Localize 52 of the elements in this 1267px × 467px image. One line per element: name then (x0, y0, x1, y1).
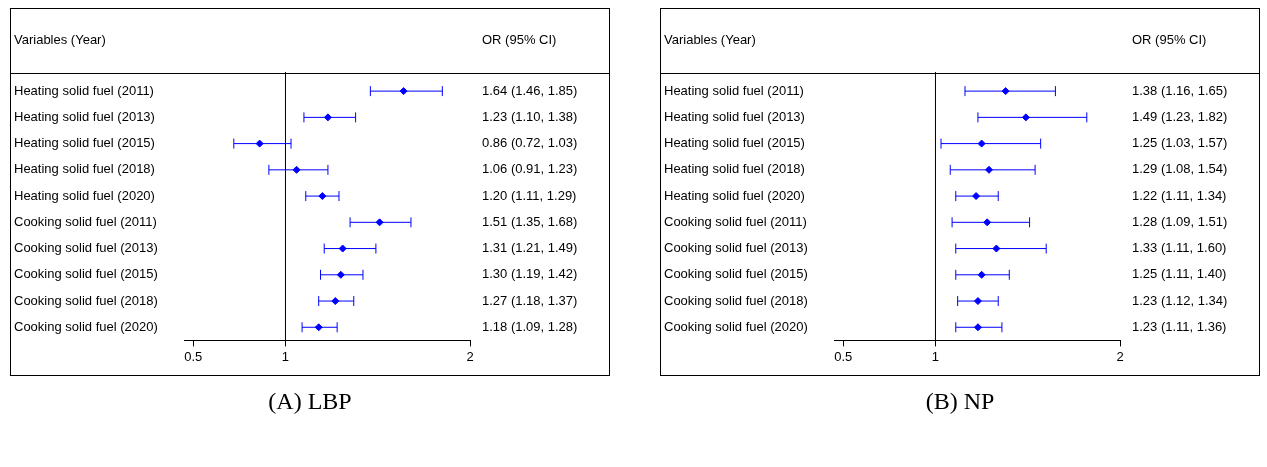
y-tick-label: Cooking solid fuel (2020) (664, 318, 808, 334)
x-tick-label: 1 (931, 348, 940, 364)
data-label: 1.64 (1.46, 1.85) (482, 82, 578, 98)
y-tick-label: Cooking solid fuel (2011) (14, 213, 157, 229)
data-label: 1.23 (1.10, 1.38) (482, 108, 578, 124)
data-label: 1.23 (1.12, 1.34) (1132, 292, 1228, 308)
x-tick-label: 0.5 (184, 348, 203, 364)
text: OR (95% CI) (482, 31, 557, 47)
y-tick-label: Cooking solid fuel (2020) (14, 318, 158, 334)
data-label: 1.38 (1.16, 1.65) (1132, 82, 1228, 98)
y-tick-label: Cooking solid fuel (2013) (664, 240, 808, 256)
data-label: 1.33 (1.11, 1.60) (1132, 240, 1227, 256)
data-label: 1.27 (1.18, 1.37) (482, 292, 578, 308)
data-label: 1.28 (1.09, 1.51) (1132, 213, 1228, 229)
x-tick-label: 1 (281, 348, 290, 364)
y-tick-label: Cooking solid fuel (2013) (14, 240, 158, 256)
y-tick-label: Heating solid fuel (2015) (664, 135, 805, 151)
y-axis-title: Variables (Year) (664, 31, 756, 47)
y-axis-title: Variables (Year) (14, 31, 106, 47)
data-label: 1.22 (1.11, 1.34) (1132, 187, 1227, 203)
y-tick-label: Heating solid fuel (2013) (14, 108, 155, 124)
text: OR (95% CI) (1132, 31, 1207, 47)
y-tick-label: Heating solid fuel (2015) (14, 135, 155, 151)
text: (A) LBP (268, 388, 352, 415)
y-tick-label: Heating solid fuel (2020) (664, 187, 805, 203)
data-label: 1.25 (1.11, 1.40) (1132, 266, 1227, 282)
x-tick-label: 0.5 (834, 348, 853, 364)
y-tick-label: Cooking solid fuel (2018) (664, 292, 808, 308)
y-tick-label: Cooking solid fuel (2018) (14, 292, 158, 308)
data-label: 1.30 (1.19, 1.42) (482, 266, 578, 282)
y-tick-label: Cooking solid fuel (2015) (664, 266, 808, 282)
text: (B) NP (925, 388, 995, 415)
data-label: 1.51 (1.35, 1.68) (482, 213, 578, 229)
y-tick-label: Heating solid fuel (2011) (664, 82, 804, 98)
data-label: 1.25 (1.03, 1.57) (1132, 135, 1228, 151)
y-tick-label: Cooking solid fuel (2015) (14, 266, 158, 282)
x-tick-label: 2 (466, 348, 474, 364)
y-tick-label: Heating solid fuel (2013) (664, 108, 805, 124)
y-tick-label: Heating solid fuel (2011) (14, 82, 154, 98)
data-label: 1.49 (1.23, 1.82) (1132, 108, 1228, 124)
y-tick-label: Heating solid fuel (2018) (14, 161, 155, 177)
y-tick-label: Heating solid fuel (2020) (14, 187, 155, 203)
data-label: 1.29 (1.08, 1.54) (1132, 161, 1228, 177)
y-tick-label: Heating solid fuel (2018) (664, 161, 805, 177)
y-tick-label: Cooking solid fuel (2011) (664, 213, 807, 229)
data-label: 1.18 (1.09, 1.28) (482, 318, 578, 334)
data-label: 0.86 (0.72, 1.03) (482, 135, 578, 151)
data-label: 1.06 (0.91, 1.23) (482, 161, 578, 177)
data-label: 1.20 (1.11, 1.29) (482, 187, 577, 203)
x-tick-label: 2 (1116, 348, 1124, 364)
data-label: 1.23 (1.11, 1.36) (1132, 318, 1227, 334)
data-label: 1.31 (1.21, 1.49) (482, 240, 578, 256)
